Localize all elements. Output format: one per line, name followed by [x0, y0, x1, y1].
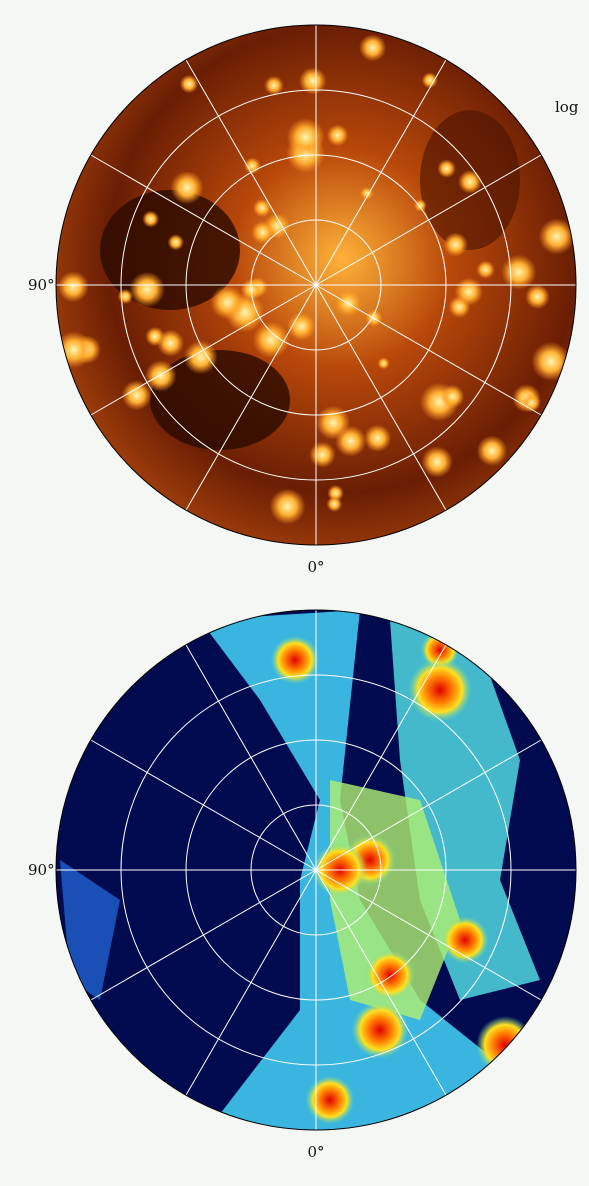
spot — [437, 159, 456, 178]
spot — [180, 75, 198, 93]
spot — [327, 124, 349, 146]
spot — [441, 385, 465, 409]
spot — [287, 312, 316, 341]
spot — [351, 1001, 408, 1058]
spot — [168, 234, 184, 250]
bottom-label: 0° — [307, 558, 324, 576]
left-label: 90° — [28, 276, 55, 294]
spot — [142, 211, 159, 228]
spot — [359, 34, 386, 61]
spot — [58, 271, 89, 302]
spot — [271, 636, 319, 684]
spot — [408, 658, 471, 721]
spot — [421, 446, 453, 478]
spot — [287, 118, 325, 156]
spot — [458, 170, 482, 194]
spot — [455, 278, 483, 306]
spot — [253, 199, 271, 217]
spot — [476, 260, 495, 279]
spot — [309, 442, 335, 468]
spot — [129, 272, 164, 307]
bottom-label: 0° — [307, 1143, 324, 1161]
spot — [422, 72, 438, 88]
spot — [270, 488, 306, 524]
spot — [157, 330, 184, 357]
spot — [327, 496, 343, 512]
spot — [316, 406, 350, 440]
spot — [170, 171, 203, 204]
spot — [525, 284, 550, 309]
spot — [443, 232, 467, 256]
left-label: 90° — [28, 861, 55, 879]
spot — [210, 285, 244, 319]
spot — [264, 76, 284, 96]
figure: log 90° 0° 90° 0° — [0, 0, 589, 1186]
spot — [365, 950, 415, 1000]
spot — [501, 255, 536, 290]
spot — [364, 424, 391, 451]
spot — [122, 380, 152, 410]
spot — [306, 1076, 354, 1124]
spot — [251, 221, 274, 244]
annotation: log — [555, 98, 579, 116]
spot — [477, 436, 508, 467]
spot — [539, 218, 575, 254]
spot — [378, 357, 390, 369]
